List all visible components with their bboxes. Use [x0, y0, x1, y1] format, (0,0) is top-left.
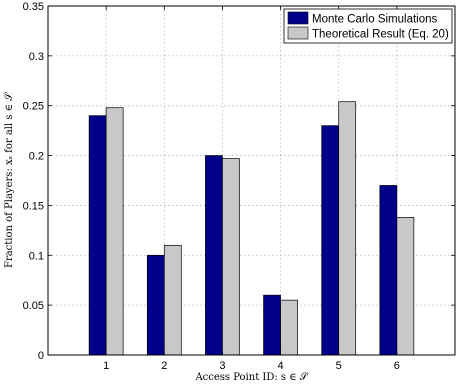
bar-monte-carlo-4	[263, 294, 281, 356]
x-axis-label: Access Point ID: s ∈ 𝒮	[194, 372, 308, 383]
bar-layer	[88, 101, 415, 356]
legend-label-monte-carlo: Monte Carlo Simulations	[312, 14, 438, 26]
y-tick-label: 0.3	[29, 51, 44, 63]
y-tick-label: 0.15	[23, 200, 44, 212]
y-tick-label: 0.1	[29, 250, 44, 262]
legend-swatch-monte-carlo	[287, 11, 309, 25]
plot-frame	[47, 5, 456, 356]
y-tick-label: 0.25	[23, 101, 44, 113]
legend-box	[283, 8, 453, 44]
bar-theoretical-3	[222, 158, 240, 356]
bar-theoretical-6	[396, 217, 415, 356]
y-tick-label: 0.05	[23, 300, 44, 312]
bar-theoretical-1	[105, 107, 124, 356]
x-tick-label: 1	[103, 360, 109, 372]
y-axis-label: Fraction of Players: xₛ for all s ∈ 𝒮	[4, 92, 15, 268]
tick-layer: 0 0.05 0.1 0.15 0.2 0.25 0.3 0.35 1 2 3 4 5 6	[23, 1, 455, 372]
y-tick-label: 0	[38, 350, 44, 362]
bar-monte-carlo-6	[379, 185, 398, 356]
bar-theoretical-2	[163, 244, 182, 356]
bar-monte-carlo-1	[88, 115, 107, 356]
legend-swatch-theoretical	[287, 26, 309, 40]
legend-label-theoretical: Theoretical Result (Eq. 20)	[312, 29, 449, 41]
y-tick-label: 0.35	[23, 1, 44, 13]
x-tick-label: 3	[219, 360, 225, 372]
legend: Monte Carlo Simulations Theoretical Resu…	[283, 8, 453, 44]
x-tick-label: 5	[336, 360, 342, 372]
y-tick-label: 0.2	[29, 151, 44, 163]
bar-monte-carlo-3	[205, 155, 223, 356]
x-tick-label: 4	[278, 360, 284, 372]
x-tick-label: 6	[394, 360, 400, 372]
bar-monte-carlo-5	[321, 125, 340, 356]
bar-theoretical-4	[280, 299, 298, 356]
bar-theoretical-5	[338, 101, 357, 356]
bar-monte-carlo-2	[146, 254, 165, 356]
x-tick-label: 2	[161, 360, 167, 372]
